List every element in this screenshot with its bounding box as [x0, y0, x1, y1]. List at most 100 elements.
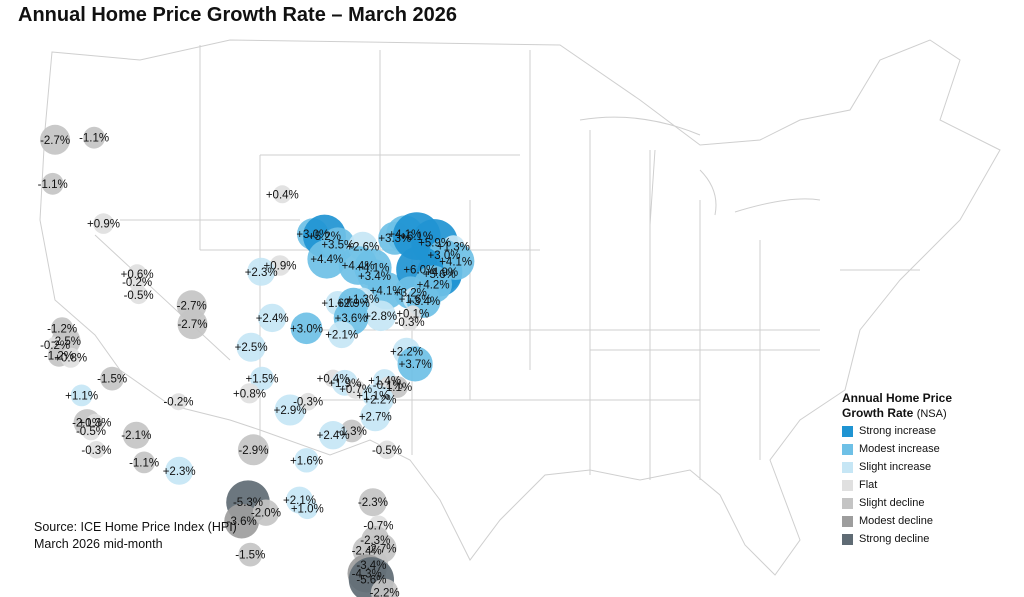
market-label: +2.4%: [256, 313, 289, 325]
legend-label: Slight increase: [859, 461, 932, 473]
market-label: +3.0%: [296, 229, 329, 241]
market-bubble: [294, 448, 319, 473]
market-bubble: [100, 366, 124, 391]
market-bubble: [236, 332, 266, 362]
market-bubble: [238, 542, 263, 567]
market-label: -2.3%: [358, 497, 388, 509]
market-label: -2.1%: [121, 430, 151, 442]
legend-swatch: [842, 515, 853, 527]
legend-item: Strong decline: [842, 530, 952, 548]
market-label: -2.2%: [370, 587, 400, 597]
market-bubble: [165, 456, 194, 485]
market-label: -2.7%: [366, 543, 396, 555]
market-label: +2.3%: [163, 466, 196, 478]
market-label: +0.9%: [87, 219, 120, 231]
legend-label: Strong decline: [859, 533, 930, 545]
market-label: -0.7%: [363, 520, 393, 532]
page-title: Annual Home Price Growth Rate – March 20…: [18, 4, 458, 26]
legend-item: Modest decline: [842, 512, 952, 530]
market-label: +3.6%: [335, 313, 368, 325]
market-label: +2.1%: [325, 330, 358, 342]
legend-items: Strong increase Modest increase Slight inc…: [842, 422, 952, 548]
market-bubble: [239, 383, 260, 404]
market-label: +1.0%: [291, 504, 324, 516]
market-label: +1.3%: [346, 294, 379, 306]
legend-swatch: [842, 425, 853, 437]
market-label: +3.3%: [378, 233, 411, 245]
market-label: +1.1%: [65, 390, 98, 402]
market-label: -5.6%: [356, 575, 386, 587]
market-bubble: [40, 124, 71, 155]
market-label: -2.7%: [40, 135, 70, 147]
market-label: +4.2%: [417, 279, 450, 291]
market-bubble: [437, 242, 475, 280]
market-bubble: [337, 287, 369, 319]
market-label: +4.4%: [342, 261, 375, 273]
market-bubble: [273, 185, 292, 204]
market-bubble: [122, 421, 150, 449]
market-bubble: [318, 421, 348, 450]
market-label: -4.3%: [352, 568, 382, 580]
market-label: -5.3%: [233, 497, 263, 509]
market-bubble: [70, 384, 93, 407]
market-label: -0.3%: [293, 397, 323, 409]
market-bubble: [358, 488, 387, 517]
market-label: +5.9%: [418, 237, 451, 249]
legend-swatch: [842, 497, 853, 509]
market-label: +4.1%: [356, 263, 389, 275]
market-label: -0.5%: [124, 290, 154, 302]
market-label: +3.4%: [358, 271, 391, 283]
market-bubble: [328, 321, 356, 349]
legend-item: Slight increase: [842, 458, 952, 476]
market-labels: -2.7% -1.1%-1.1%+0.9%+0.6%-0.2%-0.5%-1.2%…: [38, 133, 472, 597]
market-bubble: [224, 503, 260, 539]
market-bubble: [345, 379, 366, 399]
market-label: -1.2%: [47, 323, 77, 335]
market-label: -2.9%: [238, 445, 268, 457]
legend-label: Strong increase: [859, 425, 937, 437]
market-label: +1.4%: [368, 376, 401, 388]
market-label: +0.6%: [121, 269, 154, 281]
legend-swatch: [842, 533, 853, 545]
market-bubble: [377, 440, 397, 460]
basemap: [39, 39, 1001, 576]
market-bubble: [170, 393, 187, 411]
market-label: -3.6%: [227, 516, 257, 528]
market-bubble: [307, 239, 347, 279]
market-label: +1.5%: [246, 374, 279, 386]
market-label: -0.5%: [372, 445, 402, 457]
market-label: +1.3%: [437, 242, 470, 254]
market-label: +6.1%: [400, 231, 433, 243]
market-label: +2.4%: [317, 430, 350, 442]
us-outline: [39, 39, 1001, 576]
legend: Annual Home Price Growth Rate (NSA) Stro…: [842, 391, 952, 548]
market-bubble: [87, 441, 106, 459]
legend-label: Modest increase: [859, 443, 940, 455]
legend-title: Annual Home Price Growth Rate (NSA): [842, 391, 952, 422]
market-bubble: [247, 257, 276, 286]
great-lakes: [579, 116, 821, 226]
market-bubble: [83, 126, 105, 149]
market-label: +3.4%: [407, 296, 440, 308]
market-label: +4.9%: [425, 267, 458, 279]
market-label: -3.4%: [356, 560, 386, 572]
market-label: -2.5%: [51, 336, 81, 348]
market-label: +1.6%: [290, 455, 323, 467]
legend-title-line-1: Annual Home Price: [842, 391, 953, 405]
market-bubble: [252, 499, 280, 526]
market-label: +2.5%: [235, 342, 268, 354]
market-label: -0.1%: [373, 380, 403, 392]
legend-swatch: [842, 479, 853, 491]
legend-title-line-2: Growth Rate (NSA): [842, 406, 947, 420]
market-bubble: [397, 346, 433, 382]
source-line-1: Source: ICE Home Price Index (HPI): [34, 520, 237, 534]
market-label: -1.3%: [337, 426, 367, 438]
market-bubble: [93, 213, 114, 234]
market-bubble: [360, 401, 391, 432]
market-label: -1.1%: [38, 179, 68, 191]
market-label: -0.2%: [163, 397, 193, 409]
market-bubble: [237, 434, 269, 466]
market-label: +1.1%: [356, 390, 389, 402]
market-label: +2.7%: [359, 411, 392, 423]
